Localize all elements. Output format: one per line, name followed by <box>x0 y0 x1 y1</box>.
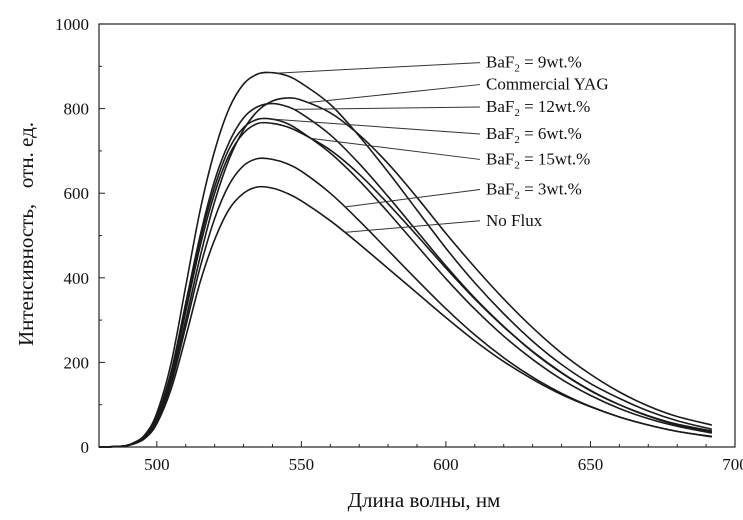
x-tick-label: 500 <box>144 455 170 474</box>
legend-label-7: No Flux <box>486 211 543 230</box>
legend-leader-lines <box>272 62 481 233</box>
legend-label-1: BaF2 = 9wt.% <box>486 53 582 75</box>
y-tick-label: 400 <box>64 269 90 288</box>
tick-labels: 500 550 600 650 700 0 200 400 600 800 1000 <box>55 15 743 474</box>
x-tick-label: 700 <box>722 455 743 474</box>
series-line-5 <box>98 121 713 448</box>
series-lines <box>98 71 713 448</box>
series-line-7 <box>98 185 712 448</box>
y-tick-label: 600 <box>64 184 90 203</box>
x-tick-label: 650 <box>578 455 604 474</box>
series-line-1 <box>98 71 713 448</box>
y-tick-label: 800 <box>64 100 90 119</box>
y-tick-label: 200 <box>64 353 90 372</box>
legend-label-4: BaF2 = 6wt.% <box>486 124 582 146</box>
series-line-2 <box>98 97 713 448</box>
leader-line-3 <box>292 106 481 110</box>
leader-line-2 <box>307 84 481 104</box>
leader-line-5 <box>309 137 481 160</box>
series-line-6 <box>98 157 712 448</box>
legend-labels: BaF2 = 9wt.%Commercial YAG BaF2 = 12wt.% B… <box>486 53 609 230</box>
series-line-3 <box>98 102 713 448</box>
legend-label-2: Commercial YAG <box>486 75 609 94</box>
x-tick-label: 550 <box>289 455 315 474</box>
leader-line-7 <box>344 220 481 233</box>
y-axis-title: Интенсивность, отн. ед. <box>14 122 38 346</box>
x-tick-label: 600 <box>433 455 459 474</box>
legend-label-5: BaF2 = 15wt.% <box>486 149 590 171</box>
x-axis-title: Длина волны, нм <box>348 488 501 512</box>
leader-line-6 <box>344 188 481 208</box>
legend-label-3: BaF2 = 12wt.% <box>486 97 590 119</box>
legend-label-6: BaF2 = 3wt.% <box>486 179 582 201</box>
y-tick-label: 0 <box>81 438 90 457</box>
leader-line-1 <box>275 62 481 74</box>
leader-line-4 <box>272 118 481 135</box>
y-tick-label: 1000 <box>55 15 89 34</box>
